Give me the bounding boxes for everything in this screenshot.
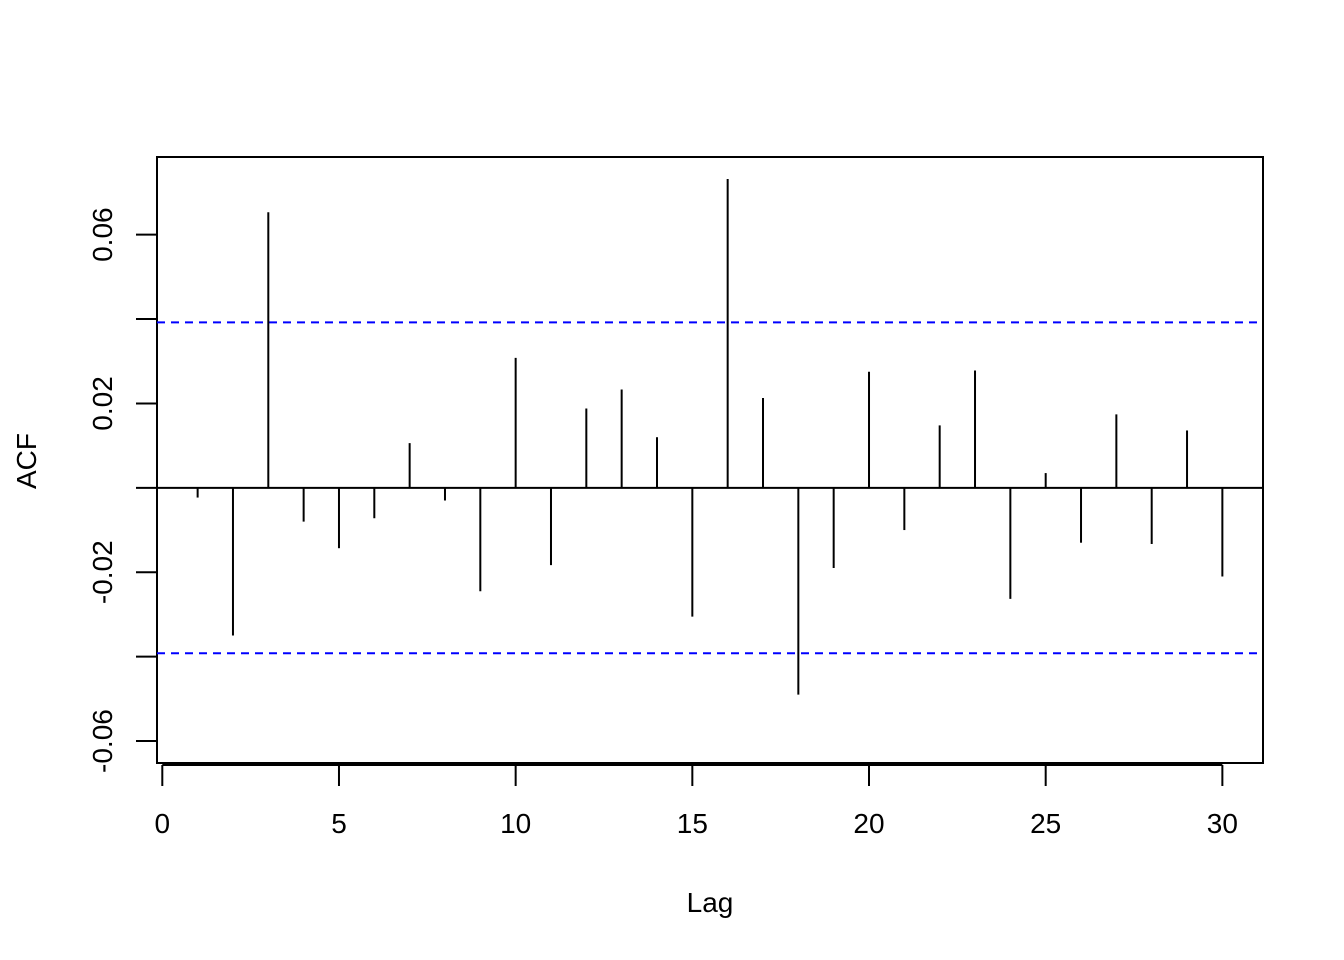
x-axis: 0 5 10 15 20 25 30 xyxy=(155,764,1238,839)
y-tick-label: -0.06 xyxy=(87,709,118,773)
confidence-bounds xyxy=(157,321,1263,655)
x-tick-label: 10 xyxy=(500,808,531,839)
x-tick-label: 25 xyxy=(1030,808,1061,839)
x-tick-label: 0 xyxy=(155,808,171,839)
y-axis-title: ACF xyxy=(11,433,42,489)
y-axis: -0.06 -0.02 0.02 0.06 xyxy=(87,207,157,773)
x-tick-label: 5 xyxy=(331,808,347,839)
x-tick-label: 30 xyxy=(1207,808,1238,839)
x-tick-label: 15 xyxy=(677,808,708,839)
x-tick-label: 20 xyxy=(853,808,884,839)
y-tick-label: 0.06 xyxy=(87,207,118,262)
plot-frame xyxy=(156,156,1264,764)
y-tick-label: 0.02 xyxy=(87,376,118,431)
y-tick-label: -0.02 xyxy=(87,540,118,604)
x-axis-title: Lag xyxy=(687,887,734,918)
acf-stems xyxy=(196,178,1224,695)
